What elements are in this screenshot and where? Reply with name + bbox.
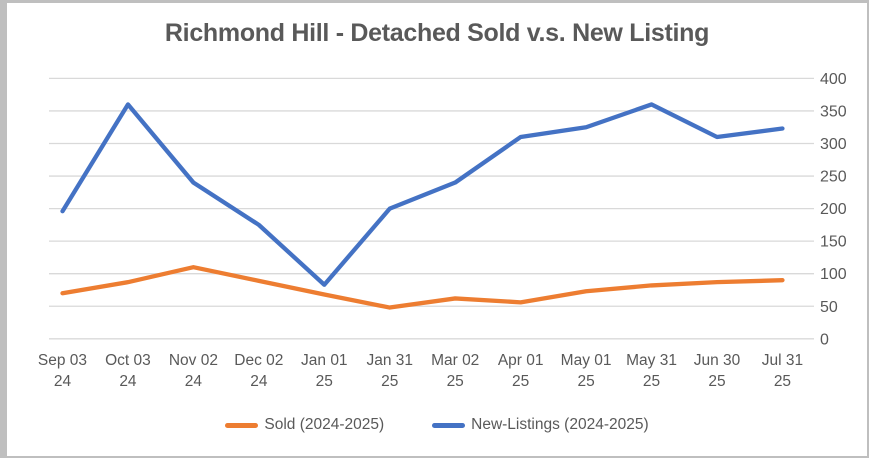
sold-series-swatch xyxy=(225,422,259,428)
x-axis-tick-label: Apr 01 25 xyxy=(498,352,544,390)
y-axis-tick-label: 400 xyxy=(820,71,847,88)
x-axis-tick-label: Mar 02 25 xyxy=(431,352,479,390)
y-axis-tick-label: 50 xyxy=(820,299,838,316)
legend-label-sold: Sold (2024-2025) xyxy=(264,416,385,433)
y-axis-tick-label: 0 xyxy=(820,331,829,348)
x-axis-tick-label: Dec 02 24 xyxy=(234,352,283,390)
legend: Sold (2024-2025) New-Listings (2024-2025… xyxy=(7,416,867,434)
x-axis-tick-label: Jan 01 25 xyxy=(301,352,348,390)
y-axis-tick-label: 350 xyxy=(820,103,847,120)
legend-label-new-listings: New-Listings (2024-2025) xyxy=(471,416,649,433)
new-listings-series-swatch xyxy=(432,422,466,428)
x-axis-tick-label: May 01 25 xyxy=(561,352,612,390)
x-axis-tick-label: Sep 03 24 xyxy=(38,352,87,390)
legend-item-new-listings: New-Listings (2024-2025) xyxy=(432,416,649,434)
chart-title: Richmond Hill - Detached Sold v.s. New L… xyxy=(164,19,710,47)
x-axis-tick-label: Oct 03 24 xyxy=(105,352,151,390)
new-listings-2024-2025-line xyxy=(60,102,785,287)
x-axis-tick-label: Jun 30 25 xyxy=(694,352,741,390)
legend-item-sold: Sold (2024-2025) xyxy=(225,416,384,434)
y-axis-tick-label: 250 xyxy=(820,169,847,186)
y-axis-tick-label: 150 xyxy=(820,234,847,251)
chart-plot-area: 0 50 100 150 200 250 300 350 400 Sep 03 24 Oct 03 24… xyxy=(38,71,847,390)
y-axis-tick-label: 100 xyxy=(820,266,847,283)
x-axis-tick-label: May 31 25 xyxy=(626,352,677,390)
x-axis-tick-label: Jan 31 25 xyxy=(366,352,413,390)
x-axis-tick-label: Jul 31 25 xyxy=(762,352,803,390)
y-axis-tick-label: 300 xyxy=(820,136,847,153)
sold-2024-2025-line xyxy=(60,265,785,310)
x-axis-tick-label: Nov 02 24 xyxy=(169,352,218,390)
y-axis-tick-label: 200 xyxy=(820,201,847,218)
